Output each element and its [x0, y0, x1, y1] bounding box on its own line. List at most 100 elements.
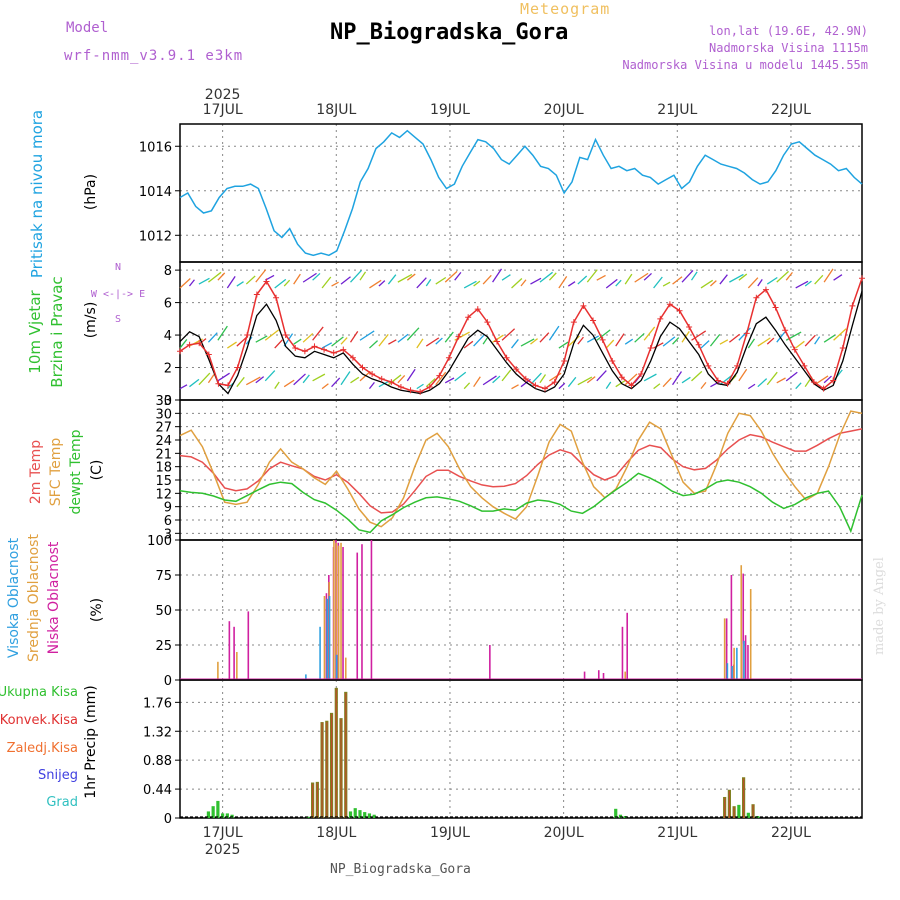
wind-arrow [719, 339, 729, 345]
wind-arrow [823, 375, 832, 384]
wind-arrow [501, 274, 511, 281]
precip-bar-conv [326, 722, 328, 818]
wind-arrow [397, 375, 406, 384]
wind-arrow [179, 384, 188, 390]
wind-model-point [618, 374, 625, 381]
wind-arrow [274, 339, 283, 349]
wind-model-point [542, 385, 549, 392]
cloud-bar-mid [733, 647, 735, 680]
y-tick-label: 21 [155, 447, 172, 462]
wind-model-point [628, 382, 635, 389]
wind-arrow [378, 280, 386, 287]
wind-arrow [520, 338, 535, 347]
wind-arrow [691, 370, 703, 382]
cloud-bar-high [335, 654, 338, 680]
cloud-bar-high [736, 647, 738, 680]
wind-arrow [615, 333, 625, 347]
wind-arrow [548, 325, 560, 341]
wind-arrow [236, 281, 244, 287]
panel-frame-0 [179, 123, 863, 263]
wind-observed-line [179, 291, 863, 395]
wind-arrow [350, 376, 360, 384]
wind-arrow [567, 376, 577, 388]
cloud-bar-low [228, 621, 231, 680]
y-tick-label: 18 [155, 461, 172, 476]
wind-arrow [274, 278, 287, 289]
wind-ylabel-sub: Brzina i Pravac [48, 276, 66, 387]
wind-arrow [691, 330, 707, 341]
wind-arrow [179, 339, 188, 349]
wind-model-point [397, 384, 404, 391]
y-tick-label: 8 [164, 264, 172, 279]
high-cloud-label: Visoka Oblacnost [6, 537, 22, 658]
wind-arrow [245, 275, 256, 285]
precip-bar-conv [335, 689, 337, 818]
precip-bar-conv [312, 783, 314, 818]
precip-legend-1: Konvek.Kisa [0, 713, 78, 728]
y-tick-label: 0 [164, 812, 172, 827]
wind-arrow [662, 281, 671, 287]
wind-arrow [766, 371, 778, 386]
wind-model-point [657, 315, 664, 322]
wind-arrow [473, 280, 481, 287]
wind-arrow [710, 380, 722, 388]
precip-bar-total [367, 813, 372, 818]
cloud-bar-low [744, 635, 747, 680]
wind-model-point [244, 332, 251, 339]
pressure-unit: (hPa) [83, 174, 99, 210]
precip-bar-total [353, 808, 357, 818]
cloud-bar-low [489, 645, 491, 680]
wind-arrow [558, 341, 569, 349]
wind-arrow [643, 326, 656, 341]
wind-arrow [331, 281, 339, 287]
wind-arrow [217, 272, 226, 281]
wind-arrow [643, 373, 657, 382]
day-label-top: 19JUL [430, 102, 470, 118]
wind-arrow [226, 275, 236, 289]
wind-arrow [406, 273, 416, 281]
wind-arrow [795, 340, 805, 349]
wind-arrow [454, 371, 467, 382]
wind-arrow [757, 279, 763, 287]
cloud-bar-high [305, 674, 307, 680]
wind-arrow [321, 276, 332, 289]
wind-model-point [753, 294, 760, 301]
wind-arrow [776, 377, 786, 384]
precip-bar-conv [340, 719, 342, 818]
wind-ylabel: 10m Vjetar [26, 289, 44, 373]
wind-arrow [208, 271, 222, 283]
wind-arrow [568, 281, 576, 287]
wind-arrow [833, 328, 847, 341]
y-tick-label: 2 [164, 362, 172, 377]
wind-model-point [301, 348, 308, 355]
wind-arrow [634, 272, 649, 283]
cloud-unit: (%) [89, 598, 105, 622]
wind-model-point [426, 384, 433, 391]
wind-arrow [577, 336, 584, 345]
wind-arrow [435, 276, 447, 285]
precip-bar-total [618, 814, 623, 818]
wind-arrow [302, 374, 310, 384]
y-tick-label: 0.88 [143, 754, 172, 769]
cloud-bar-high [319, 626, 321, 680]
wind-model-point [570, 319, 577, 326]
wind-arrow [814, 336, 821, 345]
compass-north: N [115, 262, 121, 273]
y-tick-label: 33 [155, 394, 172, 409]
day-label-bottom: 18JUL [316, 825, 356, 841]
wind-arrow [511, 339, 519, 349]
year-label-top: 2025 [205, 87, 241, 103]
wind-model-point [474, 306, 481, 313]
wind-arrow [586, 376, 596, 384]
wind-model-point [273, 294, 280, 301]
wind-model-point [590, 317, 597, 324]
wind-arrow [416, 383, 424, 390]
wind-model-point [388, 379, 395, 386]
y-tick-label: 4 [164, 329, 172, 344]
cloud-bar-low [356, 552, 359, 680]
wind-arrow [795, 280, 809, 289]
wind-arrow [397, 333, 409, 343]
day-label-bottom: 19JUL [430, 825, 470, 841]
y-tick-label: 100 [147, 534, 172, 549]
precip-bar-total [225, 813, 229, 818]
